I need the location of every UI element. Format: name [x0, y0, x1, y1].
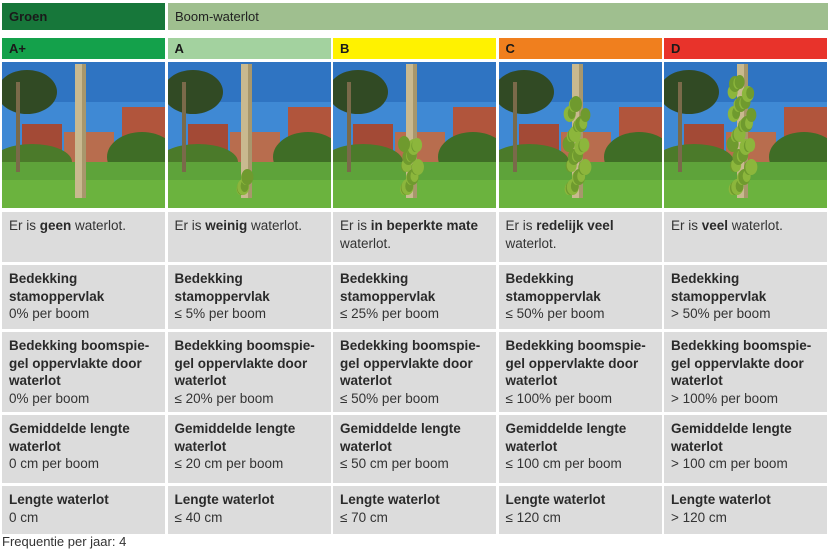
- description-emphasis: redelijk veel: [536, 218, 614, 233]
- stam-value: 0% per boom: [9, 306, 90, 321]
- stam-label: Bedekking stamoppervlak: [340, 271, 436, 304]
- spiegel-label: Bedekking boomspie-gel oppervlakte door …: [671, 338, 812, 388]
- lengte-label: Lengte waterlot: [174, 492, 275, 507]
- spiegel-label: Bedekking boomspie-gel oppervlakte door …: [174, 338, 315, 388]
- lengte-cell: Lengte waterlot ≤ 70 cm: [333, 486, 496, 534]
- spiegel-label: Bedekking boomspie-gel oppervlakte door …: [9, 338, 150, 388]
- lengte-label: Lengte waterlot: [9, 492, 109, 507]
- description-emphasis: in beperkte mate: [370, 218, 479, 233]
- stam-value: ≤ 25% per boom: [340, 306, 439, 321]
- spiegel-value: 0% per boom: [9, 390, 90, 406]
- grade-table: A+ Er is geen waterlot. Bedekking stamoppe…: [2, 38, 827, 534]
- page-title: Boom-waterlot: [168, 3, 828, 30]
- grade-column: C Er is redelijk veel waterlot. Bedekking …: [498, 38, 662, 534]
- grade-column: A Er is weinig waterlot. Bedekking stamopp…: [167, 38, 331, 534]
- stam-label: Bedekking stamoppervlak: [9, 271, 105, 304]
- stam-label: Bedekking stamoppervlak: [174, 271, 270, 304]
- stam-value: ≤ 5% per boom: [174, 306, 266, 321]
- lengte-cell: Lengte waterlot ≤ 40 cm: [167, 486, 331, 534]
- stam-label: Bedekking stamoppervlak: [671, 271, 767, 304]
- spiegel-cell: Bedekking boomspie-gel oppervlakte door …: [333, 332, 496, 412]
- tree-photo: [2, 62, 165, 208]
- stam-cell: Bedekking stamoppervlak ≤ 5% per boom: [167, 265, 331, 329]
- grade-column: B Er is in beperkte mate waterlot. Bedekki…: [333, 38, 496, 534]
- grade-column: D Er is veel waterlot. Bedekking stamopper…: [664, 38, 827, 534]
- description-text: Er is: [9, 218, 40, 233]
- description-text: Er is: [505, 218, 537, 233]
- description-cell: Er is in beperkte mate waterlot.: [333, 212, 496, 262]
- gem-lengte-label: Gemiddelde lengte waterlot: [174, 421, 296, 454]
- gem-lengte-cell: Gemiddelde lengte waterlot ≤ 20 cm per bo…: [167, 415, 331, 483]
- category-label: Groen: [2, 3, 165, 30]
- lengte-cell: Lengte waterlot ≤ 120 cm: [498, 486, 662, 534]
- gem-lengte-value: 0 cm per boom: [9, 456, 100, 471]
- gem-lengte-cell: Gemiddelde lengte waterlot ≤ 100 cm per b…: [498, 415, 662, 483]
- tree-photo: [167, 62, 331, 208]
- spiegel-value: > 100% per boom: [671, 390, 778, 406]
- description-text-end: waterlot.: [247, 218, 303, 233]
- spiegel-label: Bedekking boomspie-gel oppervlakte door …: [505, 338, 646, 388]
- gem-lengte-cell: Gemiddelde lengte waterlot > 100 cm per b…: [664, 415, 827, 483]
- description-text-end: waterlot.: [728, 218, 783, 233]
- gem-lengte-value: ≤ 100 cm per boom: [505, 456, 622, 471]
- lengte-label: Lengte waterlot: [340, 492, 440, 507]
- gem-lengte-label: Gemiddelde lengte waterlot: [9, 421, 130, 454]
- description-text-end: waterlot.: [505, 235, 557, 251]
- spiegel-value: ≤ 20% per boom: [174, 390, 274, 406]
- spiegel-cell: Bedekking boomspie-gel oppervlakte door …: [664, 332, 827, 412]
- description-cell: Er is redelijk veel waterlot.: [498, 212, 662, 262]
- lengte-value: ≤ 120 cm: [505, 509, 561, 525]
- lengte-cell: Lengte waterlot > 120 cm: [664, 486, 827, 534]
- lengte-cell: Lengte waterlot 0 cm: [2, 486, 165, 534]
- description-cell: Er is weinig waterlot.: [167, 212, 331, 262]
- spiegel-value: ≤ 100% per boom: [505, 390, 612, 406]
- gem-lengte-cell: Gemiddelde lengte waterlot ≤ 50 cm per bo…: [333, 415, 496, 483]
- lengte-label: Lengte waterlot: [505, 492, 606, 507]
- gem-lengte-value: ≤ 50 cm per boom: [340, 456, 449, 471]
- tree-photo: [664, 62, 827, 208]
- tree-photo: [333, 62, 496, 208]
- tree-photo: [498, 62, 662, 208]
- grade-label: A+: [2, 38, 165, 59]
- description-text: Er is: [671, 218, 702, 233]
- lengte-label: Lengte waterlot: [671, 492, 771, 507]
- description-text: Er is: [174, 218, 206, 233]
- spiegel-cell: Bedekking boomspie-gel oppervlakte door …: [498, 332, 662, 412]
- gem-lengte-label: Gemiddelde lengte waterlot: [671, 421, 792, 454]
- description-text: Er is: [340, 218, 371, 233]
- stam-cell: Bedekking stamoppervlak 0% per boom: [2, 265, 165, 329]
- grade-column: A+ Er is geen waterlot. Bedekking stamoppe…: [2, 38, 165, 534]
- lengte-value: 0 cm: [9, 509, 39, 525]
- gem-lengte-value: ≤ 20 cm per boom: [174, 456, 284, 471]
- description-emphasis: geen: [39, 218, 72, 233]
- stam-label: Bedekking stamoppervlak: [505, 271, 601, 304]
- stam-cell: Bedekking stamoppervlak > 50% per boom: [664, 265, 827, 329]
- grade-label: D: [664, 38, 827, 59]
- stam-cell: Bedekking stamoppervlak ≤ 25% per boom: [333, 265, 496, 329]
- spiegel-cell: Bedekking boomspie-gel oppervlakte door …: [2, 332, 165, 412]
- frequency-note: Frequentie per jaar: 4: [2, 534, 127, 549]
- description-text-end: waterlot.: [340, 235, 392, 251]
- description-cell: Er is geen waterlot.: [2, 212, 165, 262]
- stam-value: ≤ 50% per boom: [505, 306, 605, 321]
- grade-label: B: [333, 38, 496, 59]
- gem-lengte-cell: Gemiddelde lengte waterlot 0 cm per boom: [2, 415, 165, 483]
- gem-lengte-value: > 100 cm per boom: [671, 456, 788, 471]
- lengte-value: ≤ 40 cm: [174, 509, 223, 525]
- description-text-end: waterlot.: [71, 218, 127, 233]
- spiegel-label: Bedekking boomspie-gel oppervlakte door …: [340, 338, 481, 388]
- stam-cell: Bedekking stamoppervlak ≤ 50% per boom: [498, 265, 662, 329]
- description-emphasis: weinig: [205, 218, 248, 233]
- stam-value: > 50% per boom: [671, 306, 771, 321]
- lengte-value: > 120 cm: [671, 509, 727, 525]
- gem-lengte-label: Gemiddelde lengte waterlot: [340, 421, 461, 454]
- spiegel-cell: Bedekking boomspie-gel oppervlakte door …: [167, 332, 331, 412]
- spiegel-value: ≤ 50% per boom: [340, 390, 439, 406]
- description-cell: Er is veel waterlot.: [664, 212, 827, 262]
- gem-lengte-label: Gemiddelde lengte waterlot: [505, 421, 627, 454]
- grade-label: A: [167, 38, 331, 59]
- grade-label: C: [498, 38, 662, 59]
- lengte-value: ≤ 70 cm: [340, 509, 388, 525]
- description-emphasis: veel: [701, 218, 729, 233]
